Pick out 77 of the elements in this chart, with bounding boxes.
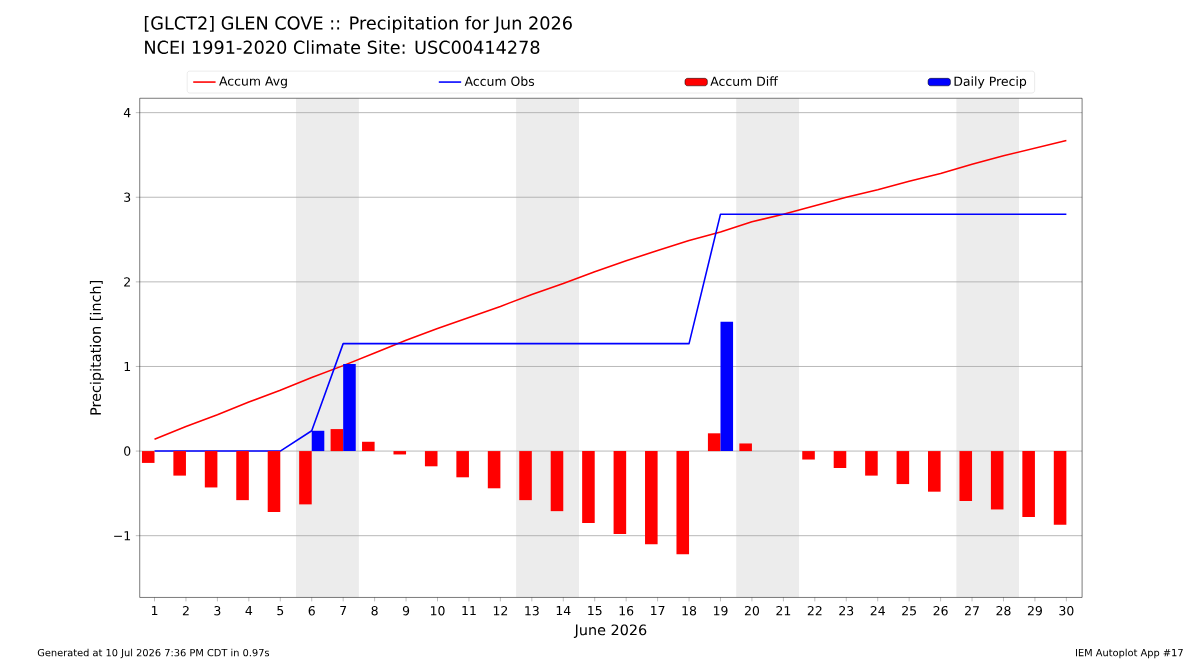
x-tick-label: 7	[340, 605, 347, 615]
x-tick-label: 28	[996, 605, 1011, 616]
x-tick-label: 4	[245, 605, 253, 615]
bar	[582, 450, 595, 523]
x-tick-label: 10	[430, 605, 445, 616]
text: Generated at 10 Jul 2026 7:36 PM CDT in 0.97s	[37, 648, 270, 659]
y-tick-label: −1	[114, 531, 131, 541]
bar	[865, 450, 878, 476]
legend-label: Daily Precip	[954, 76, 1027, 89]
bar	[173, 450, 186, 476]
legend-label: Accum Avg	[219, 76, 287, 89]
x-tick-label: 5	[277, 605, 284, 616]
x-tick-label: 14	[556, 605, 571, 615]
x-tick-label: 19	[713, 605, 728, 616]
x-tick-label: 23	[839, 605, 854, 616]
bar	[802, 450, 815, 460]
bar	[1053, 450, 1067, 525]
bar	[676, 450, 690, 555]
x-tick-label: 1	[151, 605, 158, 615]
bar	[928, 450, 941, 492]
x-tick-label: 8	[371, 605, 378, 616]
y-axis-title: Precipitation [inch]	[89, 280, 104, 415]
bar	[424, 450, 438, 467]
x-tick-label: 12	[493, 605, 508, 616]
x-tick-label: 29	[1027, 605, 1042, 616]
x-tick-label: 16	[619, 605, 634, 616]
y-tick-label: 4	[123, 107, 131, 118]
y-tick-label: 1	[124, 361, 131, 371]
bar	[720, 321, 734, 451]
bar	[896, 450, 910, 484]
bar	[707, 433, 721, 451]
bar	[959, 450, 973, 501]
bar	[330, 428, 344, 451]
bar	[833, 450, 847, 468]
bar	[550, 450, 564, 511]
chart-subtitle: NCEI 1991-2020 Climate Site: USC00414278	[145, 40, 540, 54]
bar	[739, 443, 752, 451]
x-tick-label: 9	[402, 605, 410, 616]
x-tick-label: 17	[651, 605, 665, 615]
x-tick-label: 2	[182, 605, 189, 616]
x-tick-label: 3	[214, 605, 221, 616]
x-tick-label: 13	[525, 605, 539, 616]
bar	[299, 450, 312, 505]
bar	[204, 450, 218, 488]
bar	[990, 450, 1004, 510]
y-tick-label: 2	[124, 277, 130, 287]
text: IEM Autoplot App #17	[1076, 648, 1183, 659]
x-tick-label: 18	[682, 605, 697, 616]
bar	[141, 450, 155, 463]
x-tick-label: 25	[902, 605, 916, 616]
bar	[362, 441, 375, 451]
x-axis-title: June 2026	[573, 624, 647, 638]
bar	[343, 363, 356, 451]
x-tick-label: 20	[744, 605, 760, 616]
bar	[393, 450, 407, 455]
x-tick-label: 26	[933, 605, 948, 616]
y-tick-label: 0	[124, 446, 131, 456]
x-tick-label: 15	[588, 605, 602, 616]
x-tick-label: 6	[308, 605, 315, 616]
x-tick-label: 24	[870, 605, 885, 616]
x-tick-label: 27	[965, 605, 979, 616]
bar	[267, 450, 281, 512]
legend-label: Accum Obs	[464, 76, 535, 86]
bar	[456, 450, 469, 478]
y-tick-label: 3	[124, 192, 131, 202]
x-tick-label: 11	[462, 605, 476, 615]
bar	[613, 450, 627, 534]
x-tick-label: 21	[776, 605, 791, 616]
x-tick-label: 22	[807, 605, 822, 616]
x-tick-label: 30	[1059, 605, 1074, 616]
legend-label: Accum Diff	[710, 76, 779, 86]
chart-title: [GLCT2] GLEN COVE :: Precipitation for Jun 2026	[144, 15, 572, 33]
bar	[487, 450, 501, 489]
bar	[236, 450, 249, 501]
bar	[1022, 450, 1035, 517]
bar	[519, 450, 532, 501]
bar	[645, 450, 658, 544]
